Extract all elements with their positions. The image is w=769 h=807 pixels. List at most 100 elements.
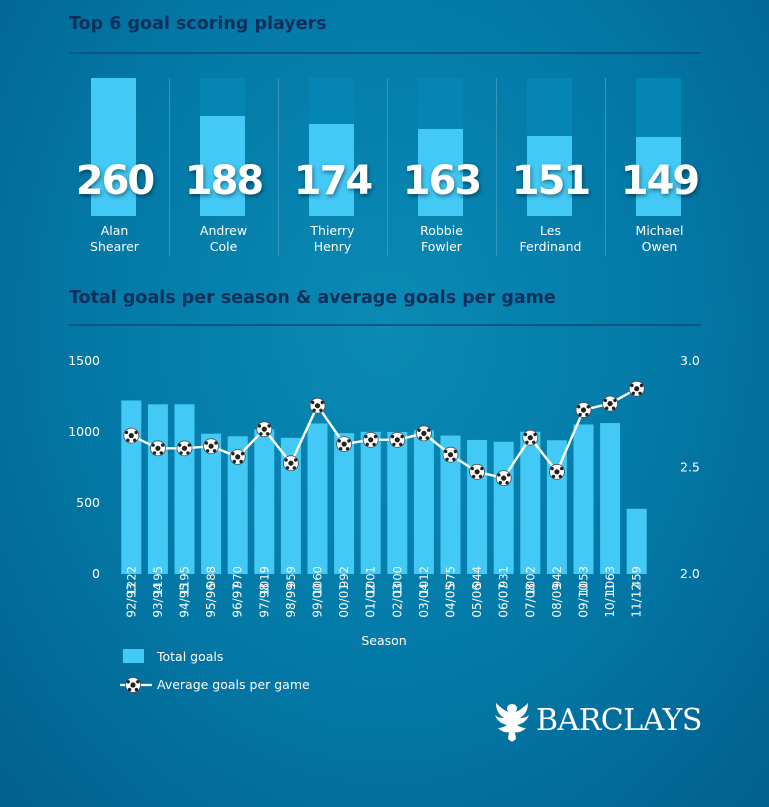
bar-value-label: 992 — [337, 566, 351, 588]
avg-goals-point — [256, 421, 273, 438]
avg-goals-point — [628, 380, 645, 397]
top-scorers-panel: 260 Alan Shearer 188 Andrew Cole 174 Thierry Hen… — [60, 76, 714, 262]
legend-line-label: Average goals per game — [157, 677, 310, 692]
avg-goals-point — [203, 438, 220, 455]
player-goals: 149 — [620, 158, 701, 204]
bar-value-label: 1053 — [577, 566, 591, 595]
player-name: Robbie Fowler — [387, 223, 496, 255]
bar-value-label: 959 — [284, 566, 298, 588]
avg-goals-point — [442, 446, 459, 463]
avg-goals-point — [575, 402, 592, 418]
avg-goals-point — [149, 440, 166, 457]
goals-bar — [413, 430, 434, 574]
avg-goals-point — [336, 436, 353, 452]
player-last-name: Shearer — [90, 239, 139, 254]
eagle-icon — [495, 703, 529, 742]
bar-value-label: 1012 — [417, 566, 431, 595]
avg-goals-point — [602, 395, 618, 412]
y-left-tick-label: 0 — [92, 566, 100, 581]
player-bar — [91, 78, 136, 216]
chart-title-divider — [69, 324, 701, 326]
player-column: 188 Andrew Cole — [169, 76, 278, 262]
goals-bar — [227, 436, 248, 574]
season-tick-label: 98/99 — [284, 583, 298, 618]
avg-goals-point — [549, 463, 565, 480]
avg-goals-point — [495, 470, 512, 487]
player-divider — [278, 78, 279, 256]
player-goals: 151 — [511, 158, 592, 204]
season-tick-label: 05/06 — [470, 583, 484, 618]
goals-bar — [520, 431, 541, 574]
goals-bar — [573, 424, 594, 574]
season-goals-chart: 0500100015002.02.53.0122292/93119593/941… — [68, 353, 700, 645]
season-tick-label: 94/95 — [178, 583, 192, 618]
avg-goals-point — [362, 431, 379, 448]
avg-goals-point — [309, 397, 326, 414]
goals-bar — [174, 404, 195, 574]
goals-bar — [334, 433, 355, 574]
bar-value-label: 1002 — [523, 566, 537, 595]
season-tick-label: 00/01 — [337, 583, 351, 618]
season-tick-label: 11/12 — [630, 583, 644, 618]
y-left-tick-label: 1000 — [68, 424, 100, 439]
bar-value-label: 1019 — [257, 566, 271, 595]
player-goals: 174 — [293, 158, 374, 204]
avg-goals-point — [123, 427, 140, 444]
goals-bar — [626, 508, 647, 574]
season-tick-label: 96/97 — [231, 583, 245, 618]
bar-value-label: 1222 — [124, 566, 138, 595]
y-left-tick-label: 1500 — [68, 353, 100, 368]
player-column: 163 Robbie Fowler — [387, 76, 496, 262]
player-first-name: Les — [540, 223, 561, 238]
player-name: Alan Shearer — [60, 223, 169, 255]
season-tick-label: 09/10 — [577, 583, 591, 618]
player-last-name: Ferdinand — [519, 239, 582, 254]
goals-bar — [254, 429, 275, 574]
player-first-name: Alan — [100, 223, 129, 238]
season-tick-label: 93/94 — [151, 583, 165, 618]
goals-bar — [440, 435, 461, 574]
player-divider — [496, 78, 497, 256]
bar-value-label: 942 — [550, 566, 564, 588]
avg-goals-point — [282, 455, 299, 472]
bar-value-label: 1060 — [311, 566, 325, 595]
player-divider — [169, 78, 170, 256]
season-tick-label: 03/04 — [417, 583, 431, 618]
goals-bar — [467, 439, 488, 574]
bar-value-label: 931 — [497, 566, 511, 588]
bar-value-label: 975 — [444, 566, 458, 588]
bar-value-label: 988 — [204, 566, 218, 588]
player-goals: 163 — [402, 158, 483, 204]
goals-bar — [600, 423, 621, 574]
goals-bar — [493, 441, 514, 574]
season-tick-label: 02/03 — [390, 583, 404, 618]
player-divider — [387, 78, 388, 256]
season-tick-label: 01/02 — [364, 583, 378, 618]
football-line-icon — [120, 677, 152, 693]
bar-value-label: 1195 — [178, 566, 192, 595]
bar-value-label: 1063 — [603, 566, 617, 595]
bar-value-label: 1195 — [151, 566, 165, 595]
goals-bar — [307, 423, 328, 574]
player-bar — [527, 136, 572, 216]
player-column: 260 Alan Shearer — [60, 76, 169, 262]
player-name: Andrew Cole — [169, 223, 278, 255]
goals-bar — [201, 433, 222, 574]
player-goals: 260 — [75, 158, 156, 204]
player-column: 149 Michael Owen — [605, 76, 714, 262]
season-tick-label: 08/09 — [550, 583, 564, 618]
player-column: 174 Thierry Henry — [278, 76, 387, 262]
player-last-name: Owen — [641, 239, 678, 254]
avg-goals-point — [522, 429, 539, 446]
season-tick-label: 97/98 — [257, 583, 271, 618]
legend-bar-label: Total goals — [157, 649, 224, 664]
players-title: Top 6 goal scoring players — [69, 14, 327, 34]
title-divider — [69, 52, 701, 54]
player-bar — [418, 129, 463, 216]
x-axis-label: Season — [361, 633, 406, 645]
y-right-tick-label: 3.0 — [680, 353, 700, 368]
player-divider — [605, 78, 606, 256]
player-first-name: Michael — [635, 223, 684, 238]
player-last-name: Fowler — [421, 239, 462, 254]
player-bar — [309, 124, 354, 216]
